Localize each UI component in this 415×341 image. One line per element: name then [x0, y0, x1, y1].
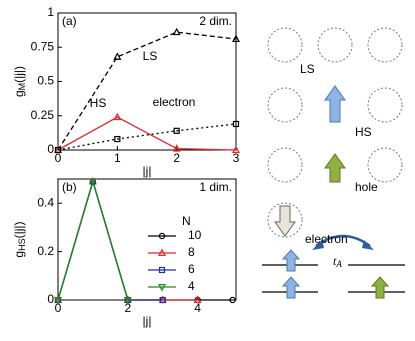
- marker: [193, 295, 202, 303]
- y-label-tail: (|j|): [12, 221, 26, 238]
- x-tick-label: 2: [173, 151, 180, 165]
- series-label: HS: [90, 96, 107, 110]
- marker: [172, 144, 181, 152]
- hole-arrow-small: [370, 276, 390, 299]
- hs-label: HS: [355, 125, 372, 139]
- marker: [232, 120, 240, 128]
- y-tick-label: 0.4: [37, 195, 54, 209]
- marker: [231, 145, 241, 153]
- series-line: [57, 179, 198, 301]
- panel-label: (b): [62, 180, 77, 194]
- legend-label: 10: [188, 228, 202, 242]
- y-tick-label: 0.25: [31, 108, 55, 122]
- legend-label: 8: [188, 245, 195, 259]
- electron-label: electron: [305, 232, 348, 246]
- series-line: [57, 179, 129, 301]
- y-tick-label: 0.75: [31, 39, 55, 53]
- marker: [172, 27, 181, 36]
- y-axis-label: gHS(|j|): [12, 221, 27, 257]
- marker: [159, 296, 166, 304]
- legend-label: 6: [188, 262, 195, 276]
- hole-label: hole: [355, 180, 378, 194]
- x-axis-label: |j|: [143, 164, 152, 178]
- series-label: electron: [153, 95, 196, 109]
- marker: [114, 135, 121, 143]
- legend-marker: [157, 284, 167, 292]
- y-axis-label: gM(|j|): [12, 66, 27, 97]
- series-line: [57, 179, 233, 301]
- x-tick-label: 0: [55, 151, 62, 165]
- y-tick-label: 0.5: [37, 74, 54, 88]
- marker: [113, 52, 122, 60]
- legend-label: 4: [188, 279, 195, 293]
- marker: [113, 112, 122, 121]
- panel-note: 1 dim.: [199, 180, 232, 194]
- y-label-sub: HS: [17, 238, 27, 251]
- marker: [88, 178, 97, 186]
- marker: [231, 34, 241, 43]
- marker: [123, 297, 132, 305]
- y-label-main: g: [12, 90, 26, 97]
- schematic: [267, 27, 403, 238]
- y-tick-label: 0.2: [37, 244, 54, 258]
- series-label: LS: [143, 49, 158, 63]
- legend-marker: [157, 248, 167, 256]
- y-tick-label: 0: [47, 292, 54, 306]
- x-tick-label: 1: [114, 151, 121, 165]
- x-axis-label: |j|: [143, 314, 152, 328]
- ls-label: LS: [300, 62, 315, 76]
- hole-arrow: [324, 153, 346, 183]
- marker: [229, 296, 236, 304]
- x-tick-label: 4: [194, 301, 201, 315]
- x-tick-label: 3: [233, 151, 240, 165]
- y-tick-label: 0: [47, 142, 54, 156]
- marker: [173, 127, 180, 134]
- marker: [53, 297, 63, 305]
- marker: [54, 146, 62, 154]
- panel-label: (a): [62, 14, 77, 28]
- hopping-label: tA: [333, 254, 342, 269]
- panel-note: 2 dim.: [199, 14, 232, 28]
- y-label-sub: M: [17, 83, 27, 91]
- hopping-arrowhead: [362, 240, 374, 250]
- y-tick-label: 1: [47, 5, 54, 19]
- hs-arrow: [324, 85, 346, 123]
- x-tick-label: 2: [124, 301, 131, 315]
- plot-frame: [57, 12, 237, 151]
- hs-arrow-small: [281, 276, 301, 299]
- y-label-tail: (|j|): [12, 66, 26, 83]
- series-line: [57, 31, 237, 151]
- x-tick-label: 0: [55, 301, 62, 315]
- legend-marker: [158, 266, 166, 274]
- hopping-arrowhead: [312, 240, 324, 250]
- hs-arrow-small: [281, 249, 301, 272]
- y-label-main: g: [12, 251, 26, 258]
- series-line: [57, 123, 237, 151]
- series-line: [57, 116, 237, 151]
- legend-marker: [158, 232, 166, 240]
- electron-arrow: [274, 205, 296, 237]
- legend-title: N: [182, 214, 191, 228]
- plot-frame: [57, 178, 237, 301]
